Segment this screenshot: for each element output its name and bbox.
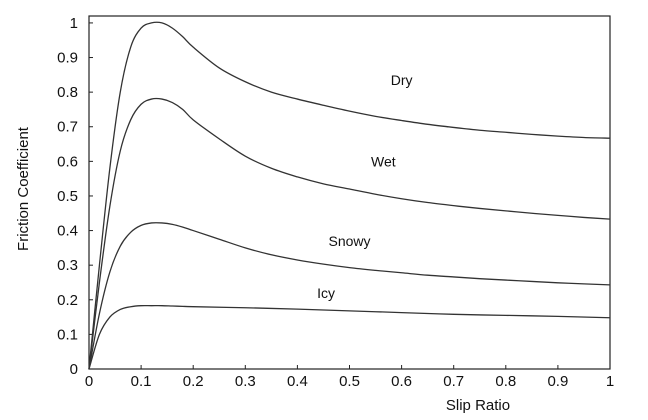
x-tick-label: 0.1 <box>131 373 152 390</box>
x-tick-label: 0.2 <box>183 373 204 390</box>
x-tick-label: 0.9 <box>547 373 568 390</box>
series-line-dry <box>88 21 611 370</box>
y-tick-label: 0.3 <box>57 257 78 274</box>
y-tick-label: 0.5 <box>57 188 78 205</box>
series-label-wet: Wet <box>371 154 396 170</box>
x-tick-label: 1 <box>606 373 614 390</box>
x-tick-label: 0.3 <box>235 373 256 390</box>
x-tick-label: 0.8 <box>495 373 516 390</box>
series-line-snowy <box>88 222 611 370</box>
x-tick-label: 0.7 <box>443 373 464 390</box>
y-tick-label: 0.1 <box>57 326 78 343</box>
y-tick-label: 0.4 <box>57 223 78 240</box>
x-axis-title: Slip Ratio <box>446 397 510 414</box>
series-label-dry: Dry <box>391 72 413 88</box>
y-tick-label: 0.7 <box>57 119 78 136</box>
series-label-icy: Icy <box>317 285 335 301</box>
x-tick-label: 0 <box>85 373 93 390</box>
series-line-wet <box>88 97 611 370</box>
y-tick-label: 0.6 <box>57 153 78 170</box>
series-label-snowy: Snowy <box>328 233 370 249</box>
y-tick-label: 0 <box>70 361 78 378</box>
y-tick-label: 0.9 <box>57 50 78 67</box>
y-tick-label: 0.2 <box>57 292 78 309</box>
y-tick-label: 1 <box>70 15 78 32</box>
y-axis-title: Friction Coefficient <box>15 126 32 251</box>
x-tick-label: 0.4 <box>287 373 308 390</box>
series-line-icy <box>88 304 611 370</box>
y-tick-label: 0.8 <box>57 84 78 101</box>
x-tick-label: 0.6 <box>391 373 412 390</box>
x-tick-label: 0.5 <box>339 373 360 390</box>
